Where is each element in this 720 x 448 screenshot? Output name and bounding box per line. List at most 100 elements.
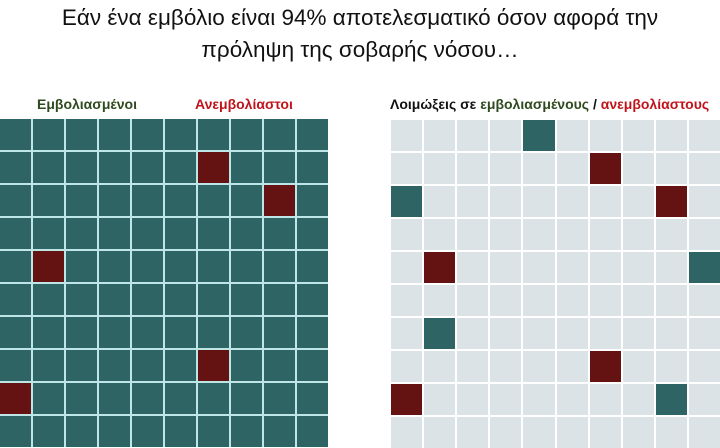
- grid-cell-empty: [391, 252, 423, 283]
- grid-cell-vaccinated: [66, 119, 97, 150]
- grid-cell-vaccinated: [33, 218, 64, 249]
- grid-cell-vaccinated: [198, 416, 229, 447]
- grid-cell-vaccinated: [297, 119, 328, 150]
- grid-cell-empty: [424, 384, 456, 415]
- grid-cell-vaccinated: [132, 383, 163, 414]
- grid-cell-vaccinated: [99, 350, 130, 381]
- grid-cell-empty: [523, 318, 555, 349]
- grid-cell-vaccinated: [165, 251, 196, 282]
- grid-cell-vaccinated: [231, 251, 262, 282]
- grid-cell-empty: [556, 153, 588, 184]
- grid-cell-vaccinated: [198, 383, 229, 414]
- grid-cell-vaccinated: [264, 251, 295, 282]
- grid-cell-vaccinated: [264, 152, 295, 183]
- grid-cell-empty: [523, 153, 555, 184]
- label-infections-separator: /: [589, 96, 601, 112]
- grid-cell-empty: [556, 318, 588, 349]
- label-infections-prefix: Λοιμώξεις σε: [390, 96, 481, 112]
- grid-cell-vaccinated: [391, 186, 423, 217]
- grid-cell-empty: [589, 417, 621, 448]
- grid-cell-empty: [424, 285, 456, 316]
- grid-cell-empty: [457, 120, 489, 151]
- grid-cell-empty: [622, 417, 654, 448]
- grid-cell-vaccinated: [33, 152, 64, 183]
- grid-cell-vaccinated: [297, 317, 328, 348]
- grid-cell-vaccinated: [132, 185, 163, 216]
- grid-cell-empty: [457, 318, 489, 349]
- grid-cell-empty: [655, 252, 687, 283]
- grid-cell-empty: [622, 285, 654, 316]
- grid-cell-vaccinated: [66, 317, 97, 348]
- grid-cell-vaccinated: [231, 350, 262, 381]
- grid-cell-vaccinated: [231, 416, 262, 447]
- grid-cell-empty: [688, 186, 720, 217]
- grid-cell-empty: [424, 351, 456, 382]
- label-infections: Λοιμώξεις σε εμβολιασμένους / ανεμβολίασ…: [390, 96, 709, 112]
- grid-cell-empty: [589, 285, 621, 316]
- grid-cell-vaccinated: [99, 251, 130, 282]
- grid-cell-empty: [688, 285, 720, 316]
- grid-cell-empty: [523, 384, 555, 415]
- grid-cell-vaccinated: [198, 284, 229, 315]
- grid-cell-empty: [424, 186, 456, 217]
- grid-cell-vaccinated: [523, 120, 555, 151]
- grid-cell-empty: [490, 186, 522, 217]
- grid-cell-vaccinated: [165, 350, 196, 381]
- grid-cell-vaccinated: [132, 416, 163, 447]
- grid-cell-vaccinated: [132, 218, 163, 249]
- grid-cell-vaccinated: [0, 350, 31, 381]
- grid-cell-vaccinated: [264, 218, 295, 249]
- grid-cell-empty: [424, 120, 456, 151]
- grid-cell-vaccinated: [264, 284, 295, 315]
- grid-cell-unvaccinated: [589, 351, 621, 382]
- grid-cell-empty: [391, 417, 423, 448]
- label-vaccinated: Εμβολιασμένοι: [37, 96, 137, 112]
- grid-cell-vaccinated: [99, 317, 130, 348]
- grid-cell-vaccinated: [0, 119, 31, 150]
- headline-line-1: Εάν ένα εμβόλιο είναι 94% αποτελεσματικό…: [61, 5, 659, 30]
- grid-cell-vaccinated: [66, 383, 97, 414]
- grid-cell-vaccinated: [0, 284, 31, 315]
- grid-cell-vaccinated: [165, 317, 196, 348]
- grid-cell-vaccinated: [231, 383, 262, 414]
- grid-cell-empty: [655, 120, 687, 151]
- grid-cell-empty: [622, 153, 654, 184]
- grid-cell-vaccinated: [33, 383, 64, 414]
- grid-cell-empty: [622, 219, 654, 250]
- grid-cell-unvaccinated: [33, 251, 64, 282]
- grid-cell-unvaccinated: [589, 153, 621, 184]
- grid-cell-empty: [688, 351, 720, 382]
- grid-cell-empty: [622, 318, 654, 349]
- grid-cell-empty: [490, 417, 522, 448]
- grid-cell-vaccinated: [132, 251, 163, 282]
- grid-cell-vaccinated: [66, 350, 97, 381]
- grid-cell-empty: [688, 417, 720, 448]
- grid-cell-unvaccinated: [198, 152, 229, 183]
- grid-cell-empty: [622, 252, 654, 283]
- grid-cell-vaccinated: [165, 383, 196, 414]
- grid-cell-empty: [523, 417, 555, 448]
- grid-cell-empty: [655, 153, 687, 184]
- grid-cell-empty: [457, 219, 489, 250]
- grid-cell-empty: [490, 219, 522, 250]
- grid-cell-empty: [490, 285, 522, 316]
- grid-cell-empty: [556, 120, 588, 151]
- grid-cell-vaccinated: [264, 317, 295, 348]
- grid-cell-vaccinated: [66, 152, 97, 183]
- label-infections-unvaccinated: ανεμβολίαστους: [600, 96, 710, 112]
- grid-cell-vaccinated: [231, 152, 262, 183]
- grid-cell-empty: [490, 252, 522, 283]
- grid-cell-vaccinated: [231, 218, 262, 249]
- grid-cell-empty: [622, 351, 654, 382]
- grid-cell-empty: [655, 219, 687, 250]
- grid-cell-vaccinated: [0, 317, 31, 348]
- grid-cell-empty: [556, 417, 588, 448]
- grid-cell-empty: [523, 186, 555, 217]
- grid-cell-empty: [424, 219, 456, 250]
- grid-cell-vaccinated: [0, 152, 31, 183]
- grid-cell-vaccinated: [66, 185, 97, 216]
- grid-cell-empty: [688, 120, 720, 151]
- grid-cell-vaccinated: [165, 284, 196, 315]
- grid-cell-unvaccinated: [0, 383, 31, 414]
- grid-cell-empty: [490, 351, 522, 382]
